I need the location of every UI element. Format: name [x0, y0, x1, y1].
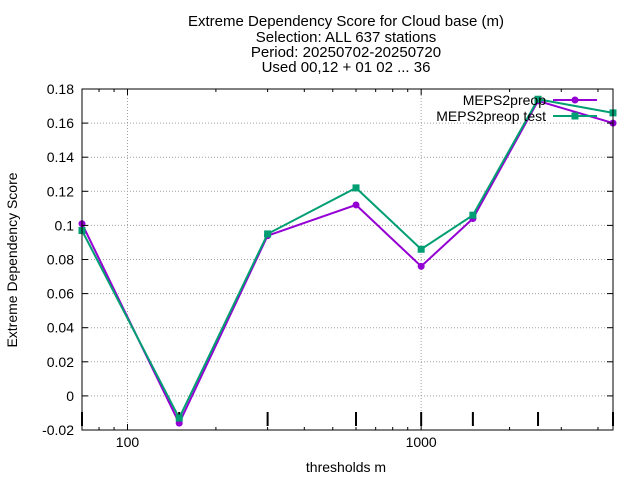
y-axis-ticks: -0.02 0 0.02 0.04 0.06 0.08 0.1 0.12 0.14 0.16 0.1…	[42, 81, 613, 438]
plot-frame	[81, 88, 614, 431]
series-2	[78, 95, 617, 422]
threshold-markers	[81, 412, 614, 426]
chart-title: Extreme Dependency Score for Cloud base …	[188, 13, 504, 76]
y-tick-label: 0.12	[47, 183, 74, 199]
series-point	[175, 414, 183, 422]
series-line	[81, 99, 614, 426]
y-tick-label: 0.08	[47, 252, 74, 268]
series-point	[417, 262, 425, 270]
grid	[82, 88, 613, 431]
series-point	[352, 184, 360, 192]
series-1	[78, 97, 617, 427]
y-axis-label: Extreme Dependency Score	[4, 172, 20, 347]
y-tick-label: 0.02	[47, 354, 74, 370]
y-tick-label: 0.06	[47, 286, 74, 302]
x-axis-label: thresholds m	[306, 459, 386, 475]
series-group	[78, 95, 617, 427]
series-point	[534, 95, 542, 103]
series-point	[417, 245, 425, 253]
y-tick-label: 0.04	[47, 320, 74, 336]
title-line-3: Period: 20250702-20250720	[251, 44, 441, 61]
y-tick-label: 0.18	[47, 81, 74, 97]
y-tick-label: -0.02	[42, 422, 74, 438]
legend-marker	[571, 96, 579, 104]
title-line-1: Extreme Dependency Score for Cloud base …	[188, 13, 504, 30]
series-point	[352, 201, 360, 209]
title-line-2: Selection: ALL 637 stations	[256, 29, 436, 46]
y-tick-label: 0.16	[47, 115, 74, 131]
legend-label: MEPS2preop	[463, 92, 546, 108]
y-tick-label: 0	[66, 388, 74, 404]
series-line	[81, 98, 614, 421]
x-tick-label: 1000	[406, 434, 437, 450]
y-tick-label: 0.14	[47, 149, 74, 165]
series-point	[469, 211, 477, 219]
x-axis-ticks: 100 1000	[81, 89, 599, 450]
legend-label: MEPS2preop test	[436, 108, 546, 124]
series-point	[264, 230, 272, 238]
x-tick-label: 100	[116, 434, 140, 450]
title-line-4: Used 00,12 + 01 02 ... 36	[262, 59, 431, 76]
legend-marker	[571, 112, 579, 120]
y-tick-label: 0.1	[55, 217, 75, 233]
